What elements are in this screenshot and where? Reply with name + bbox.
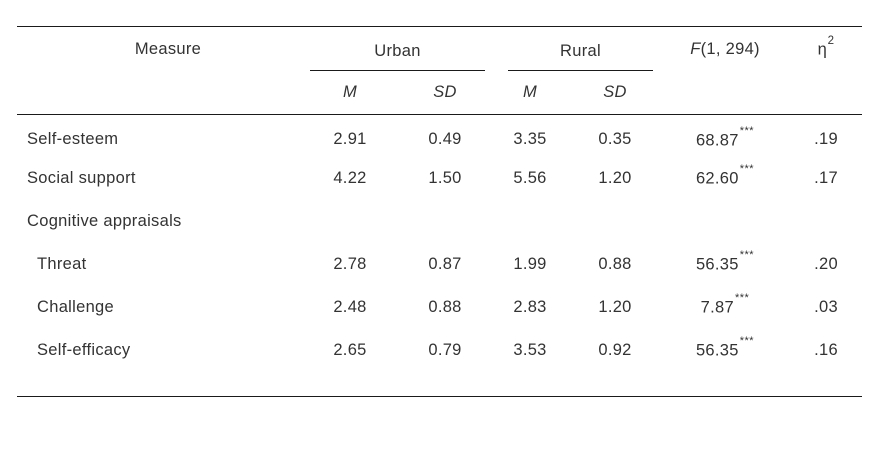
significance-asterisks: *** (739, 335, 755, 348)
column-header-urban-mean: M (300, 71, 400, 115)
header-row-statistics: M SD M SD (17, 71, 863, 115)
urban-mean-cell (300, 200, 400, 243)
urban-mean-cell: 2.48 (333, 298, 367, 316)
measure-cell: Cognitive appraisals (27, 212, 182, 230)
empty-header-cell (790, 71, 863, 115)
column-header-measure: Measure (134, 39, 202, 58)
eta-squared-cell: .03 (814, 298, 838, 316)
table-row: Cognitive appraisals (17, 200, 862, 243)
table-header: Measure Urban Rural F(1, 294) η2 M SD M … (17, 27, 863, 115)
eta-squared-cell: .16 (814, 341, 838, 359)
urban-sd-cell: 0.88 (428, 298, 462, 316)
column-header-urban-sd: SD (400, 71, 491, 115)
urban-mean-cell: 2.78 (333, 255, 367, 273)
rural-mean-cell (490, 200, 570, 243)
rural-sd-cell: 1.20 (598, 298, 632, 316)
f-value: 62.60 (695, 169, 739, 188)
column-group-urban: Urban (300, 27, 490, 71)
f-statistic-cell: 7.87*** (660, 286, 790, 329)
column-header-rural-sd: SD (570, 71, 661, 115)
column-group-rural: Rural (490, 27, 660, 71)
column-header-rural-mean: M (490, 71, 571, 115)
rural-sd-cell (570, 200, 660, 243)
eta-symbol: η (817, 40, 828, 59)
eta-exponent: 2 (827, 34, 835, 47)
urban-mean-cell: 4.22 (333, 169, 367, 187)
f-degrees-of-freedom: (1, 294) (700, 39, 760, 58)
anova-results-table: Measure Urban Rural F(1, 294) η2 M SD M … (17, 27, 863, 372)
rural-sd-cell: 0.88 (598, 255, 632, 273)
urban-sd-cell: 0.49 (428, 130, 462, 149)
significance-asterisks: *** (739, 249, 755, 262)
eta-squared-cell: .17 (814, 169, 838, 187)
table-row: Challenge 2.48 0.88 2.83 1.20 7.87*** .0… (17, 286, 862, 329)
urban-sd-cell: 0.79 (428, 341, 462, 359)
rural-mean-cell: 3.53 (513, 341, 547, 359)
urban-group-label: Urban (310, 42, 486, 71)
empty-header-cell (660, 71, 791, 115)
f-value: 56.35 (695, 255, 739, 274)
eta-squared-cell (790, 200, 862, 243)
measure-cell: Self-efficacy (37, 341, 131, 359)
f-value: 7.87 (700, 298, 734, 317)
rural-mean-cell: 2.83 (513, 298, 547, 316)
column-header-f-statistic: F(1, 294) (660, 27, 790, 71)
significance-asterisks: *** (739, 124, 755, 137)
eta-squared-cell: .20 (814, 255, 838, 273)
table-row: Social support 4.22 1.50 5.56 1.20 62.60… (17, 157, 862, 200)
f-value: 56.35 (695, 341, 739, 360)
eta-squared-cell: .19 (814, 130, 838, 149)
measure-cell: Threat (37, 255, 87, 273)
urban-sd-cell: 1.50 (428, 169, 462, 187)
urban-sd-cell (400, 200, 490, 243)
f-symbol: F (690, 39, 701, 58)
rural-mean-cell: 5.56 (513, 169, 547, 187)
f-statistic-cell: 56.35*** (660, 329, 790, 372)
f-statistic-cell: 56.35*** (660, 243, 790, 286)
rural-sd-cell: 1.20 (598, 169, 632, 187)
header-row-groups: Measure Urban Rural F(1, 294) η2 (17, 27, 862, 71)
results-table-container: Measure Urban Rural F(1, 294) η2 M SD M … (17, 26, 863, 397)
measure-cell: Self-esteem (27, 130, 119, 149)
empty-header-cell (17, 71, 300, 115)
rural-sd-cell: 0.35 (598, 130, 632, 149)
f-statistic-cell (660, 200, 790, 243)
urban-mean-cell: 2.91 (333, 130, 367, 149)
column-header-eta-squared: η2 (790, 27, 862, 71)
f-statistic-cell: 68.87*** (660, 114, 790, 157)
f-statistic-cell: 62.60*** (660, 157, 790, 200)
table-row: Self-esteem 2.91 0.49 3.35 0.35 68.87***… (17, 114, 862, 157)
rural-mean-cell: 3.35 (513, 130, 547, 149)
significance-asterisks: *** (735, 292, 750, 305)
table-row: Threat 2.78 0.87 1.99 0.88 56.35*** .20 (17, 243, 862, 286)
rural-group-label: Rural (508, 42, 654, 71)
measure-cell: Challenge (37, 298, 115, 316)
rural-mean-cell: 1.99 (513, 255, 547, 273)
significance-asterisks: *** (739, 163, 755, 176)
table-row: Self-efficacy 2.65 0.79 3.53 0.92 56.35*… (17, 329, 862, 372)
urban-mean-cell: 2.65 (333, 341, 367, 359)
measure-cell: Social support (27, 169, 136, 187)
f-value: 68.87 (695, 131, 739, 149)
urban-sd-cell: 0.87 (428, 255, 462, 273)
table-body: Self-esteem 2.91 0.49 3.35 0.35 68.87***… (17, 114, 862, 372)
rural-sd-cell: 0.92 (598, 341, 632, 359)
